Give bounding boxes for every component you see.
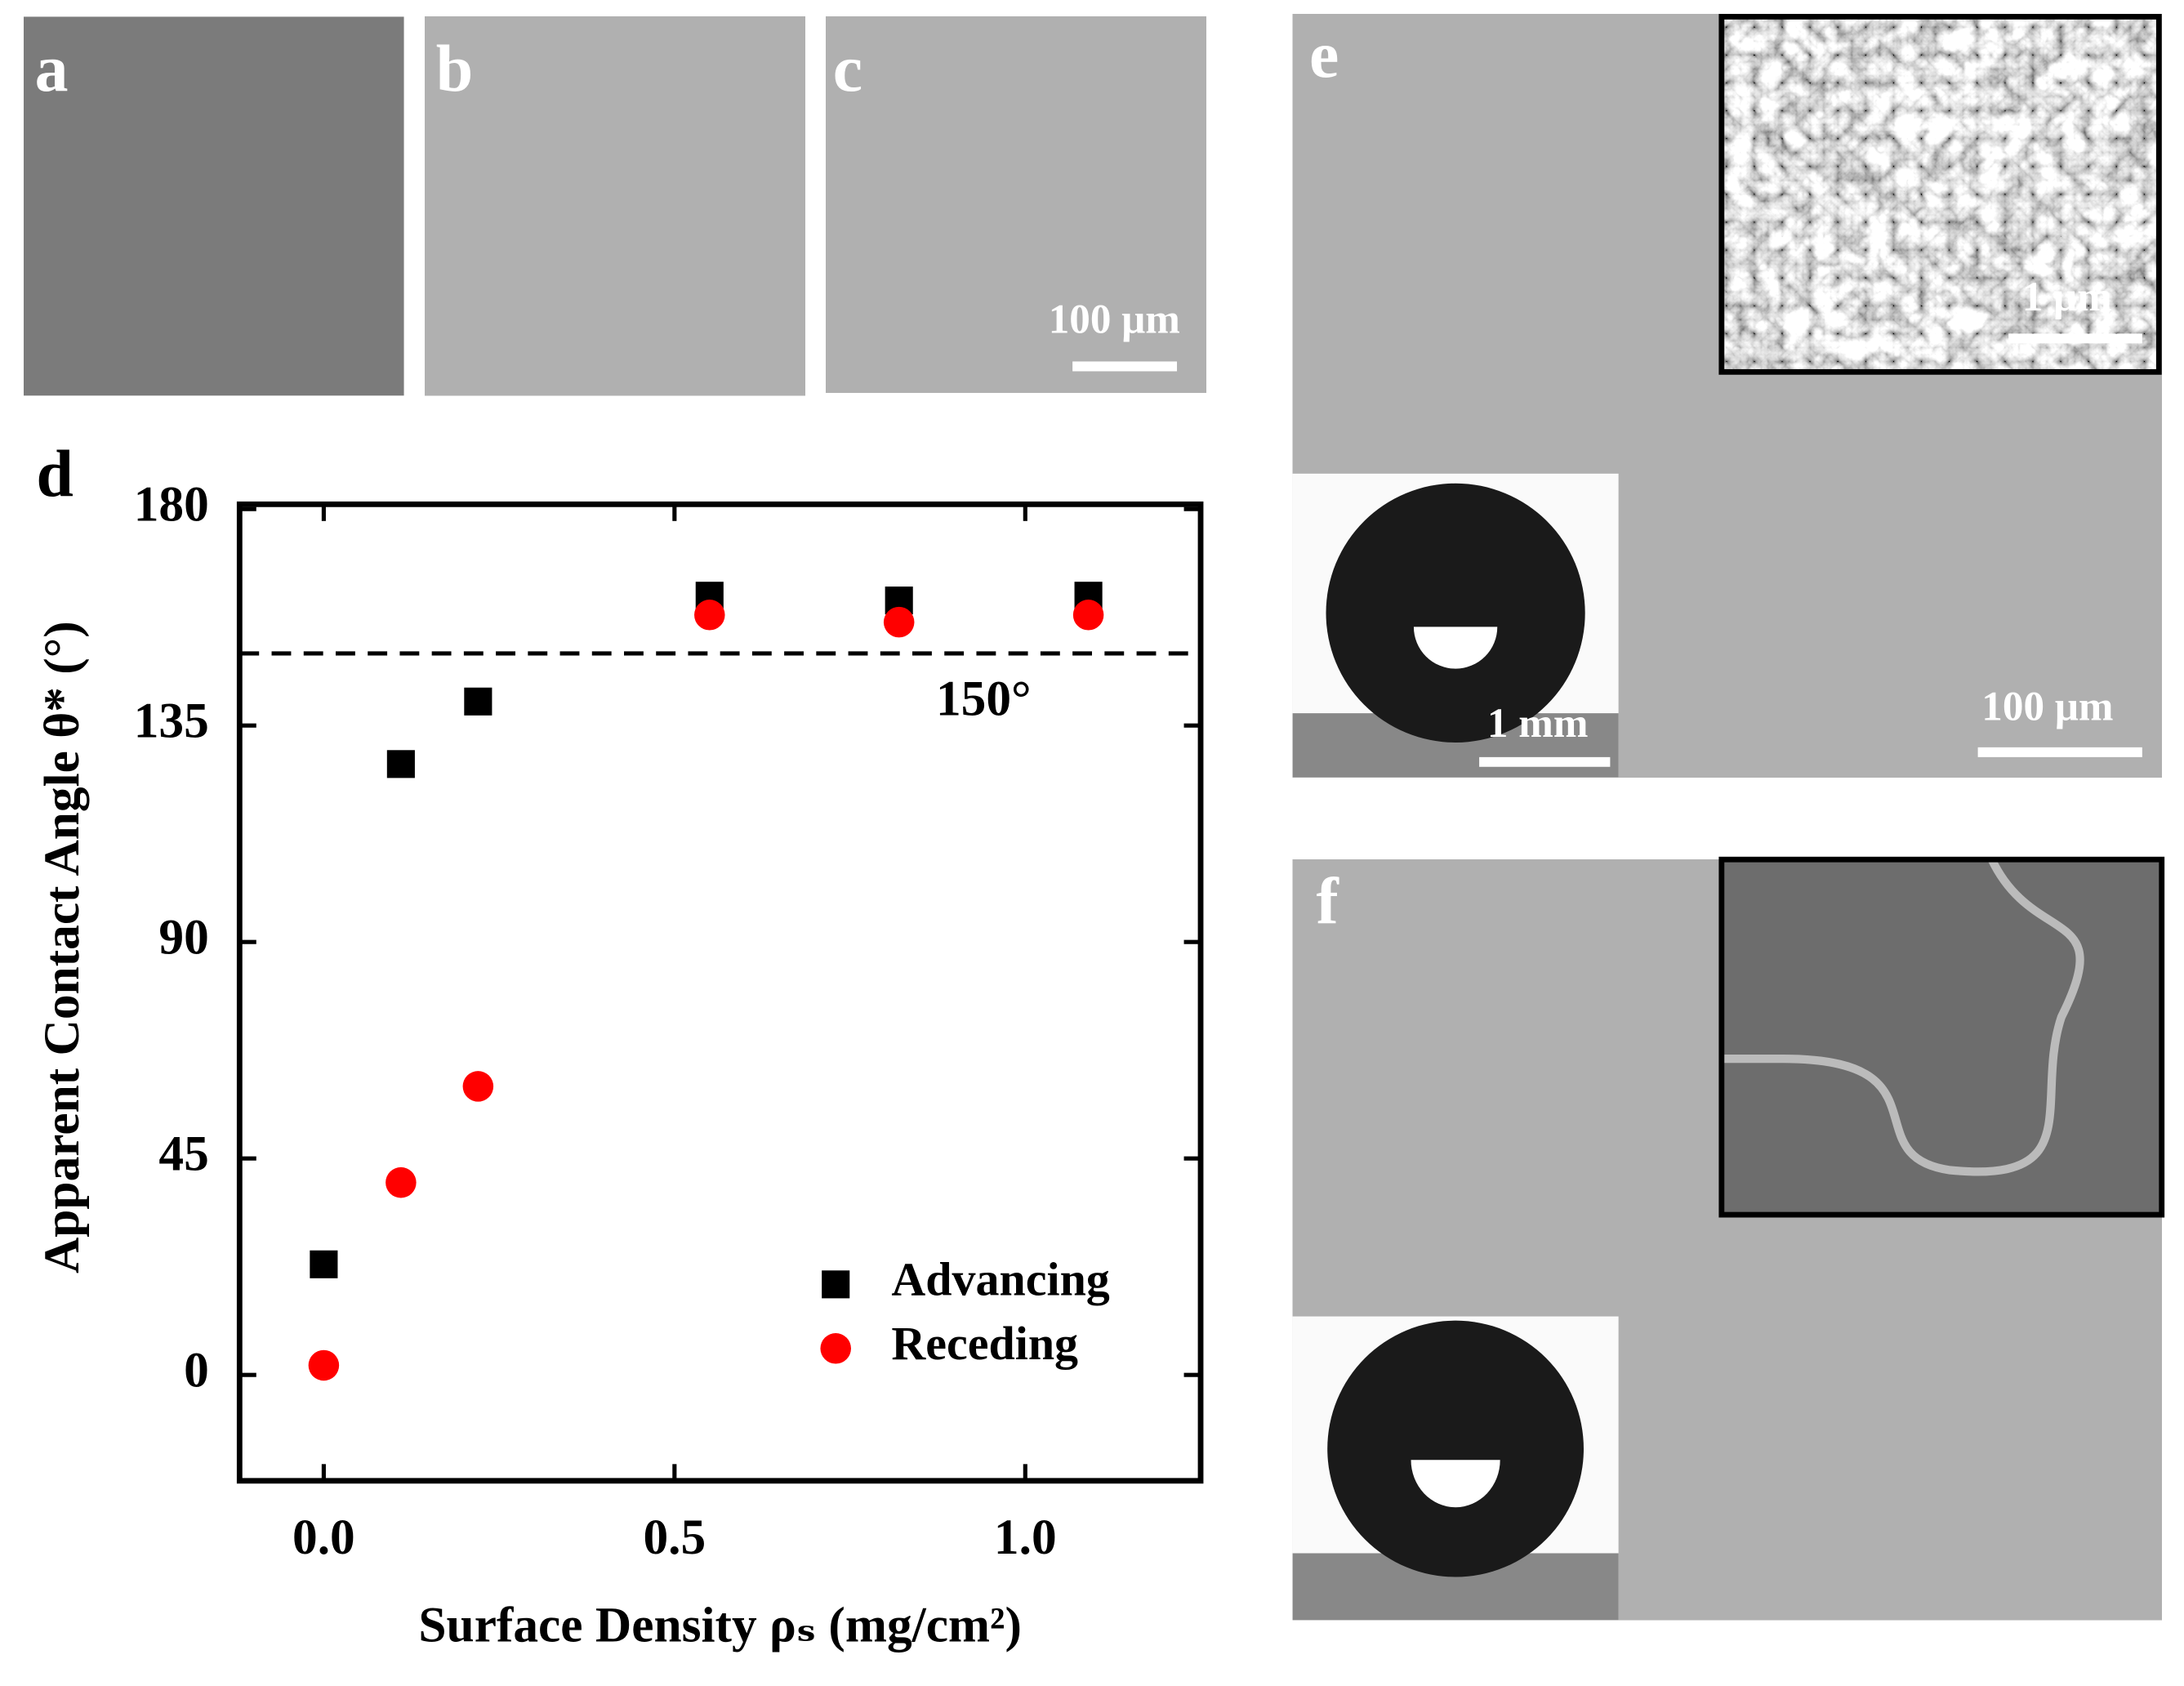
reflection [1413, 627, 1498, 669]
panel-labels: a b c d e f [35, 17, 1340, 939]
scale-label: 1 mm [1487, 700, 1589, 747]
inset-border [1718, 14, 2162, 375]
scale-labels: 100 μm 1 μm 1 mm 100 μm [1049, 274, 2114, 747]
panel-label: b [436, 31, 474, 105]
sem-image-a [23, 16, 404, 396]
x-axis-title: Surface Density ρₛ (mg/cm²) [418, 1597, 1021, 1653]
marker [694, 600, 725, 631]
droplet [1327, 1320, 1584, 1577]
legend-label: Advancing [891, 1253, 1109, 1306]
sem-image-c [826, 16, 1206, 393]
scale-label: 100 μm [1049, 296, 1180, 342]
x-tick-label: 0.5 [643, 1510, 706, 1565]
inset-ridge [1721, 858, 2084, 1176]
plot-frame [236, 501, 1204, 1484]
scale-label: 1 μm [2022, 274, 2112, 320]
marker [310, 1250, 338, 1278]
marker [883, 606, 915, 638]
inset-border [1718, 856, 2165, 1218]
legend-marker [822, 1270, 850, 1299]
sem-panels [23, 14, 2165, 1621]
marker [1072, 600, 1104, 631]
scale-label: 100 μm [1981, 683, 2113, 729]
marker [386, 750, 415, 778]
inset-f [1721, 859, 2162, 1215]
panel-label: a [35, 31, 69, 105]
legend-label: Receding [891, 1317, 1078, 1370]
panel-label: c [833, 31, 862, 105]
y-tick-label: 0 [184, 1342, 209, 1398]
marker [464, 687, 493, 716]
sem-image-b [425, 16, 805, 396]
panel-label: f [1317, 864, 1340, 939]
marker [462, 1071, 494, 1102]
y-axis-title: Apparent Contact Angle θ* (°) [34, 621, 90, 1273]
reference-label: 150° [936, 671, 1032, 726]
marker [386, 1166, 417, 1198]
x-tick-label: 1.0 [994, 1510, 1057, 1565]
legend-marker [820, 1333, 851, 1364]
y-tick-label: 135 [134, 693, 209, 748]
panel-label: d [36, 436, 74, 511]
y-tick-label: 45 [158, 1126, 208, 1181]
x-tick-label: 0.0 [292, 1510, 355, 1565]
reflection [1411, 1460, 1500, 1508]
droplet [1326, 483, 1585, 743]
y-tick-label: 180 [134, 476, 209, 532]
y-tick-label: 90 [158, 909, 208, 965]
marker [308, 1349, 340, 1381]
panel-label: e [1309, 17, 1339, 91]
